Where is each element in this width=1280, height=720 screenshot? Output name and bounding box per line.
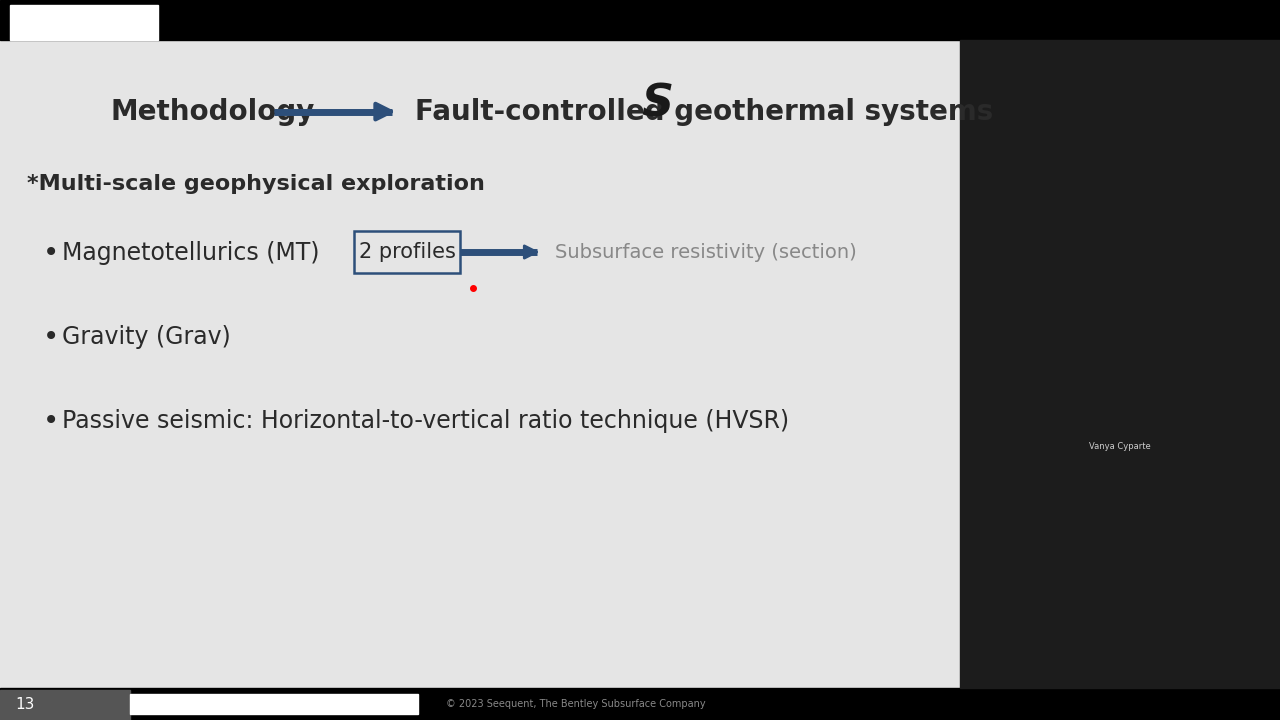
Bar: [0, 690, 129, 720]
Bar: [0, 0, 960, 720]
Bar: [960, 0, 1280, 720]
Text: © 2023 Seequent, The Bentley Subsurface Company: © 2023 Seequent, The Bentley Subsurface …: [445, 699, 705, 709]
Bar: [129, 694, 417, 714]
Text: 13: 13: [15, 698, 35, 712]
Text: Methodology: Methodology: [110, 98, 315, 125]
Text: Subsurface resistivity (section): Subsurface resistivity (section): [556, 243, 856, 261]
Text: 2 profiles: 2 profiles: [358, 242, 456, 262]
Text: Vanya Cyparte: Vanya Cyparte: [1089, 442, 1151, 451]
Bar: [960, 40, 1280, 688]
Text: •: •: [44, 408, 59, 435]
Text: •: •: [44, 240, 59, 267]
Text: S: S: [641, 83, 673, 126]
Text: •: •: [44, 323, 59, 351]
Bar: [10, 5, 159, 40]
Text: *Multi-scale geophysical exploration: *Multi-scale geophysical exploration: [27, 174, 485, 194]
Text: Magnetotellurics (MT): Magnetotellurics (MT): [63, 241, 320, 266]
Bar: [0, 688, 1280, 720]
Bar: [0, 0, 1280, 40]
Text: Fault-controlled geothermal systems: Fault-controlled geothermal systems: [415, 98, 993, 125]
Text: Passive seismic: Horizontal-to-vertical ratio technique (HVSR): Passive seismic: Horizontal-to-vertical …: [63, 409, 790, 433]
Text: Gravity (Grav): Gravity (Grav): [63, 325, 232, 349]
FancyBboxPatch shape: [353, 231, 461, 273]
